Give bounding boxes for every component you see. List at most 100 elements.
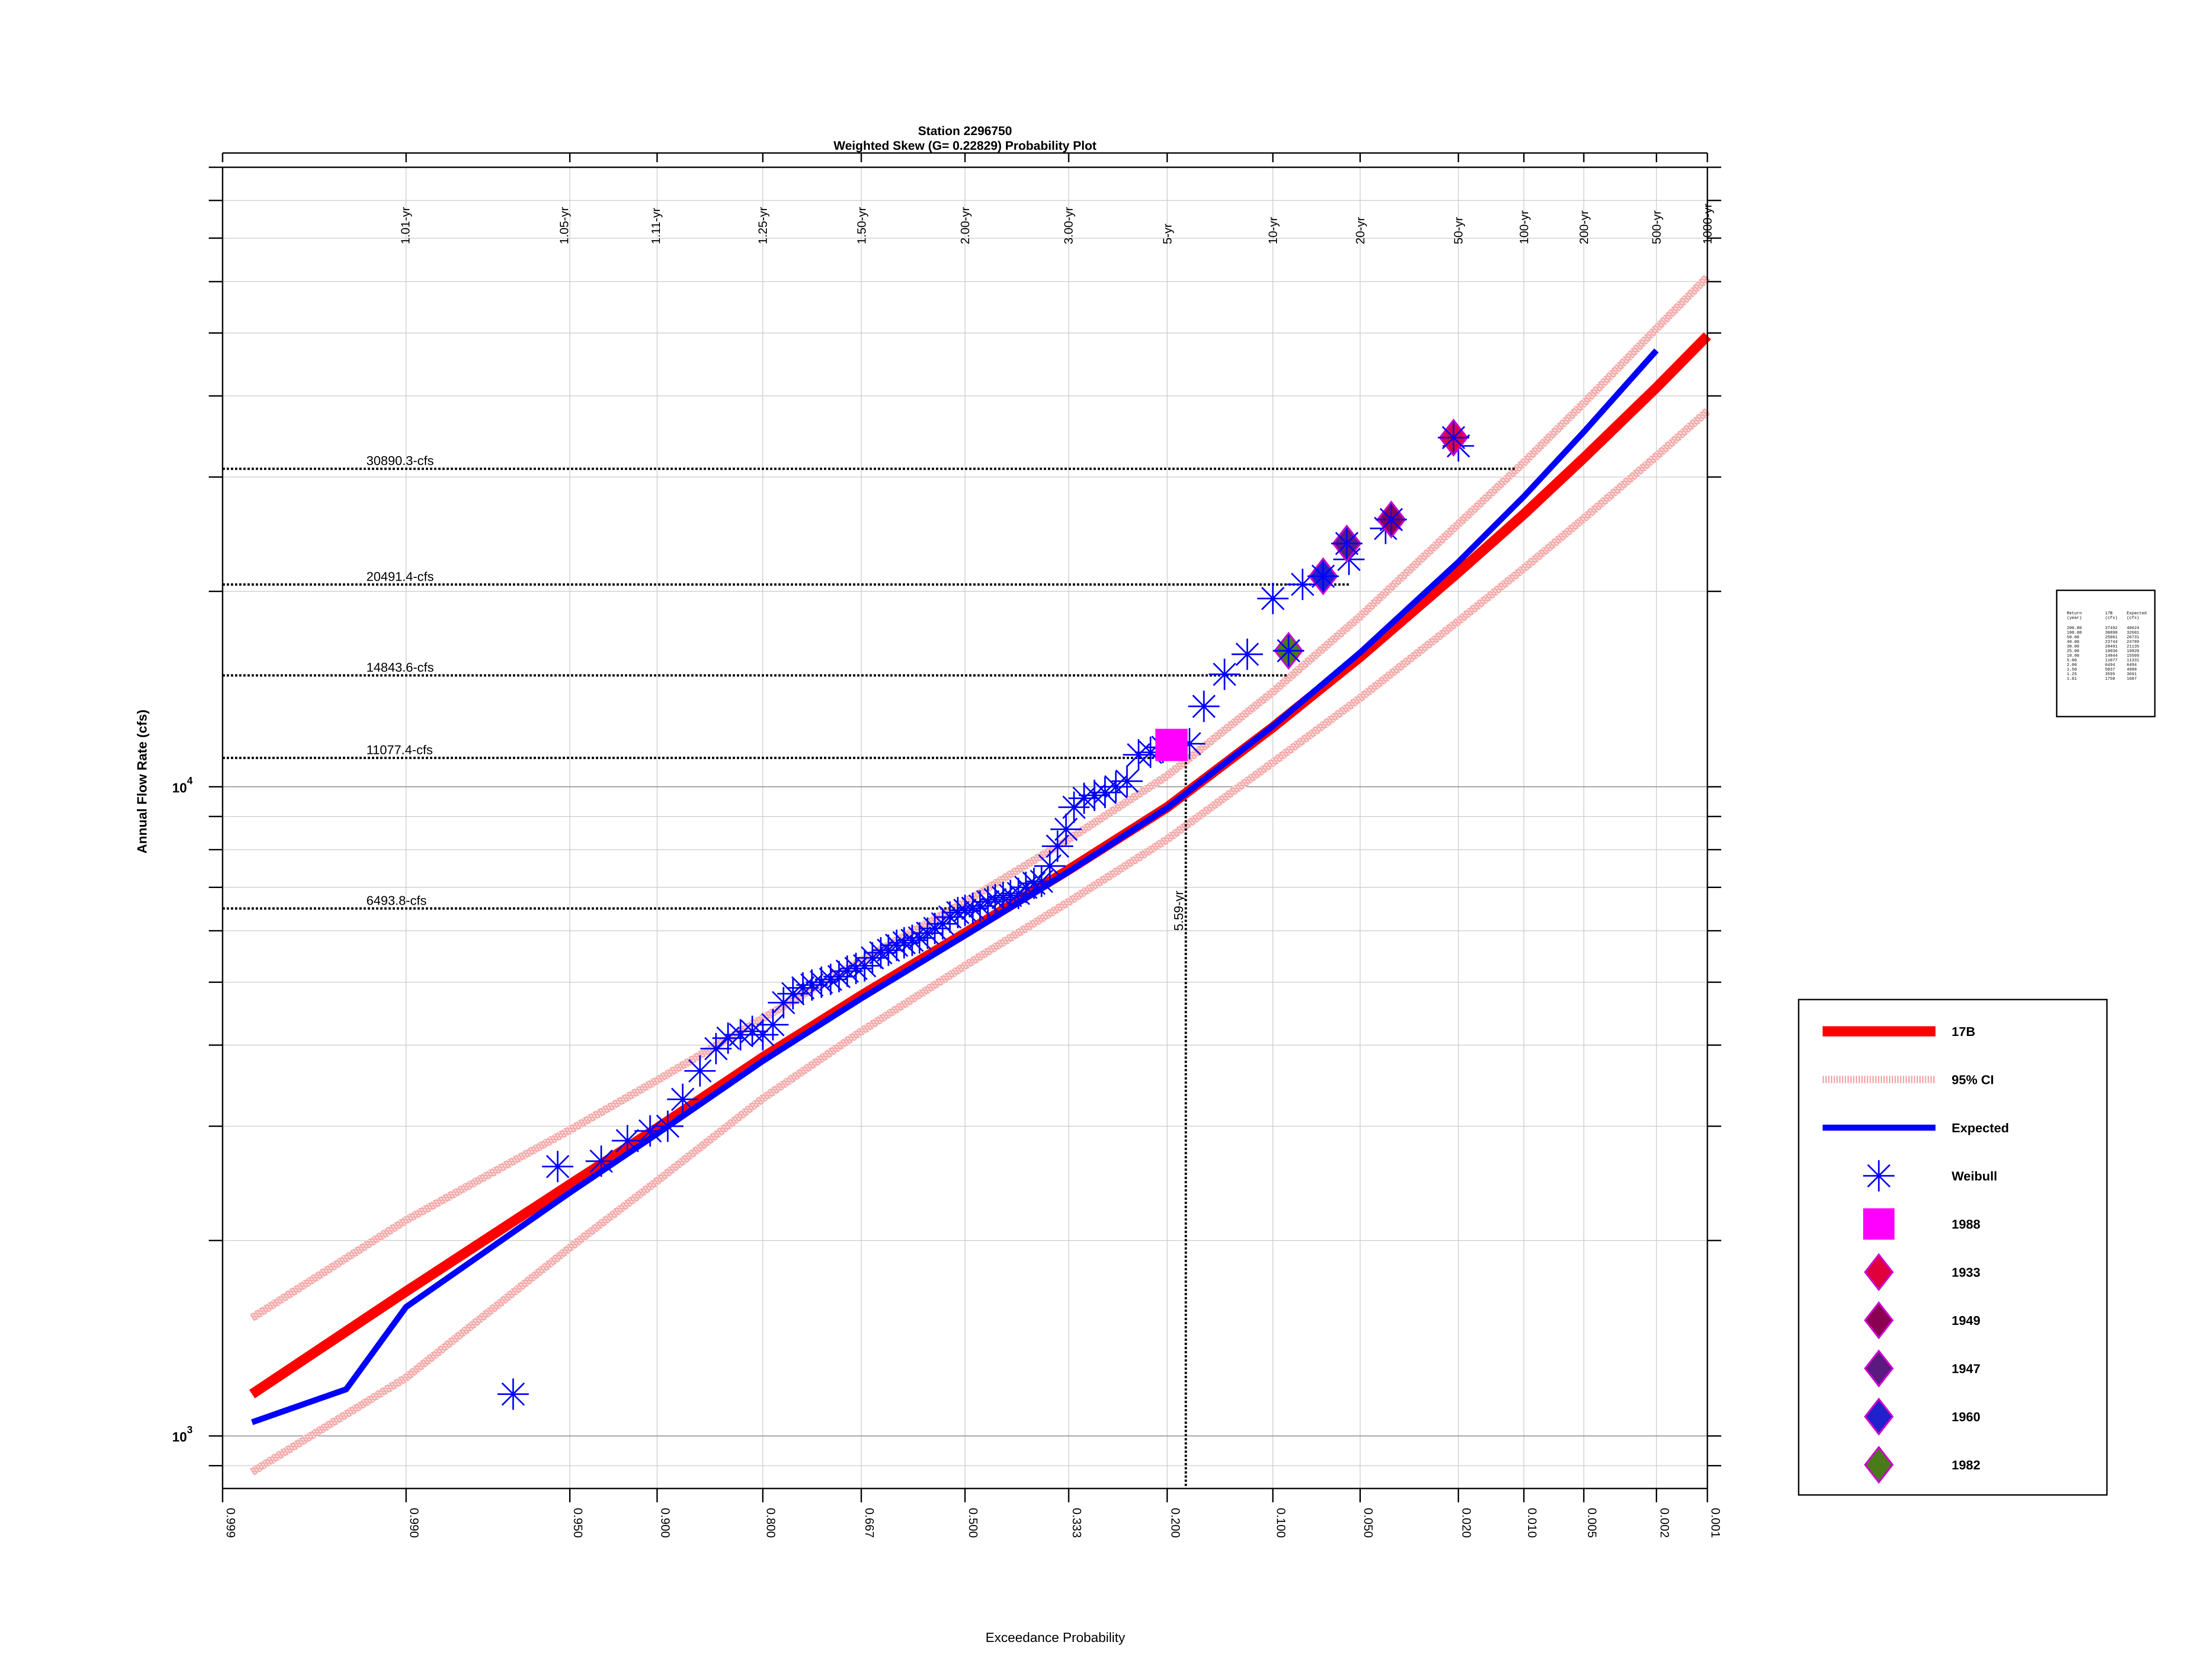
return-period-label: 5-yr [1160,224,1174,244]
legend-box [1798,999,2108,1496]
summary-table-cell: 6494 [2127,663,2137,667]
weibull-point [1376,504,1407,535]
legend-swatch-1988 [1863,1208,1894,1240]
weibull-point [1123,739,1154,771]
weibull-point [542,1151,574,1182]
return-period-label: 1.05-yr [557,207,571,244]
summary-table: Return 17B Expected (year) (cfs) (cfs) 200.00 3… [2056,589,2156,718]
chart-title: Station 2296750 [918,124,1012,138]
weibull-point [497,1378,529,1410]
weibull-point [1257,582,1289,614]
weibull-point [1111,765,1143,797]
weibull-point [1002,877,1034,909]
summary-table-cell: 26731 [2127,635,2139,640]
return-period-label: 100-yr [1517,210,1531,244]
summary-table-header: Return [2067,611,2082,616]
legend-label: 1960 [1952,1410,1980,1424]
summary-table-cell: 40.00 [2067,640,2079,644]
summary-table-cell: 14844 [2105,653,2118,658]
summary-table-cell: 11331 [2127,658,2139,663]
x-tick-label: 0.999 [224,1508,238,1538]
return-period-label: 500-yr [1649,210,1663,244]
x-tick-label: 0.020 [1460,1508,1474,1538]
data-points [497,418,1474,1410]
ci-hatch-line [250,408,1710,1476]
summary-table-cell: 6494 [2105,663,2115,667]
return-period-label: 1.25-yr [756,207,770,244]
legend-swatch-1947 [1864,1349,1894,1388]
reference-lines: 30890.3-cfs 20491.4-cfs 14843.6-cfs 11077.4… [223,453,1516,1488]
summary-table-cell: 1.01 [2067,677,2077,681]
summary-table-cell: 10.00 [2067,653,2079,658]
weibull-point [684,1055,716,1087]
weibull-point [1050,813,1082,845]
summary-table-cell: 3691 [2127,672,2137,677]
weibull-point [1018,867,1050,899]
weibull-point [857,942,888,974]
summary-table-cell: 19820 [2127,649,2139,653]
summary-table-cell: 19036 [2105,649,2118,653]
weibull-point [1188,690,1220,722]
legend-swatch-1949 [1864,1301,1894,1340]
summary-table-header: (cfs) [2105,616,2118,620]
legend: 17B 95% CI Expected Weibull 1988 1933 1949 1947… [1798,999,2108,1496]
x-tick-label: 0.002 [1658,1508,1671,1538]
weibull-point [787,972,819,1004]
weibull-point [585,1145,617,1177]
chart-subtitle: Weighted Skew (G= 0.22829) Probability P… [834,139,1096,153]
weibull-point [1058,791,1090,823]
y-tick-label: 104 [172,775,193,795]
return-period-label: 20-yr [1353,217,1367,244]
summary-table-cell: 30890 [2105,630,2118,635]
vertical-reference-label: 5.59-yr [1171,891,1186,931]
summary-table-cell: 23744 [2105,640,2118,644]
return-period-label: 1.50-yr [854,207,868,244]
legend-label: 1982 [1952,1458,1980,1472]
highlight-point-1988 [1155,729,1188,761]
weibull-point [634,1115,666,1147]
summary-table-cell: 50.00 [2067,635,2079,640]
weibull-point [1438,422,1470,453]
legend-swatch-weibull [1863,1160,1894,1192]
weibull-point [612,1125,643,1157]
weibull-point [1307,560,1339,592]
x-tick-label: 0.667 [863,1508,877,1538]
ci-lower-band [250,408,1710,1476]
y-axis-label: Annual Flow Rate (cfs) [135,710,150,854]
y-tick-label: 103 [172,1424,193,1445]
summary-table-cell: 2.00 [2067,663,2077,667]
summary-table-cell: 30.00 [2067,644,2079,649]
summary-table-cell: 200.00 [2067,626,2082,630]
weibull-point [872,935,904,966]
x-tick-label: 0.100 [1274,1508,1288,1538]
summary-table-cell: 5037 [2105,667,2115,672]
summary-table-cell: 21135 [2127,644,2139,649]
reference-line-label: 30890.3-cfs [366,453,434,468]
weibull-point [652,1110,684,1142]
x-tick-label: 0.800 [764,1508,778,1538]
legend-label: Expected [1952,1121,2009,1135]
summary-table-header: (year) [2067,616,2082,620]
summary-table-cell: 11077 [2105,658,2118,663]
legend-label: 1947 [1952,1362,1980,1376]
weibull-point [1287,569,1318,600]
grid [222,167,1708,1488]
summary-table-cell: 1.50 [2067,667,2077,672]
frequency-curves [249,332,1711,1425]
return-period-label: 1.11-yr [649,208,663,244]
summary-table-cell: 25.00 [2067,649,2079,653]
x-tick-label: 0.333 [1070,1508,1084,1538]
reference-line-label: 6493.8-cfs [366,893,427,907]
legend-label: 1949 [1952,1313,1980,1328]
summary-table-cell: 37492 [2105,626,2118,630]
legend-label: 1988 [1952,1217,1980,1231]
weibull-point [1068,782,1100,814]
weibull-point [1041,830,1073,862]
summary-table-cell: 20491 [2105,644,2118,649]
axes: 0.999 0.990 0.950 0.900 0.800 0.667 0.500 0.333… [172,152,1723,1538]
legend-label: 17B [1952,1024,1975,1039]
summary-table-cell: 32601 [2127,630,2139,635]
x-axis-label: Exceedance Probability [985,1630,1125,1645]
weibull-point [1026,865,1058,897]
